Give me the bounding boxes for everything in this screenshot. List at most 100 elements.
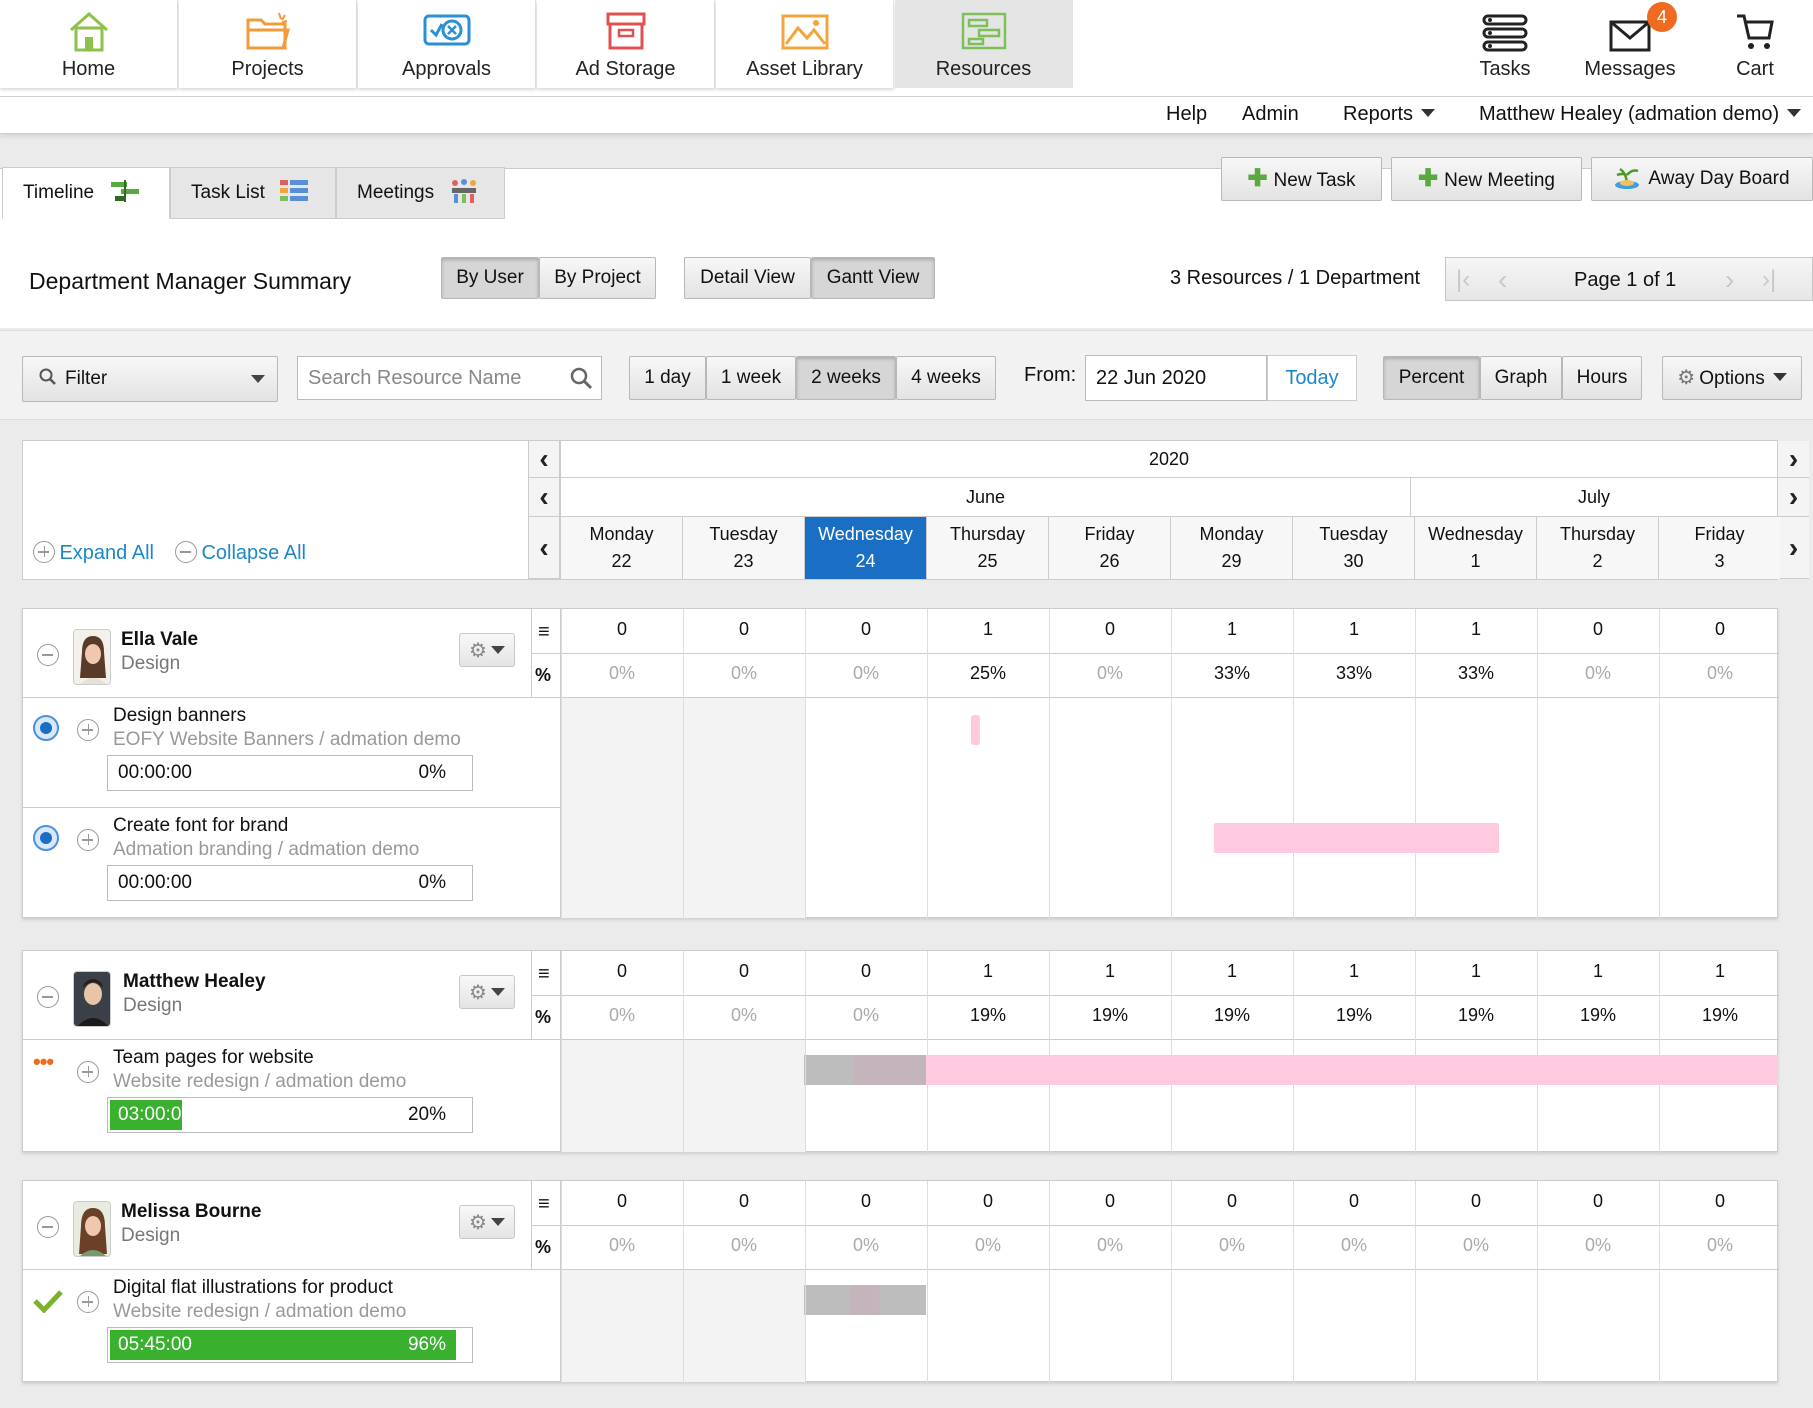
from-date-input[interactable] [1085, 355, 1267, 401]
task-percent: 96% [407, 1334, 446, 1355]
prev-month-button[interactable]: ‹ [528, 478, 560, 517]
task-name[interactable]: Team pages for website [113, 1047, 314, 1068]
expand-task-icon[interactable] [77, 829, 99, 851]
nav-tab-resources[interactable]: Resources [895, 0, 1073, 88]
gantt-bar[interactable] [804, 1055, 926, 1085]
nav-tasks-label: Tasks [1479, 58, 1531, 80]
from-label: From: [1024, 364, 1077, 386]
collapse-all-label: Collapse All [201, 542, 306, 564]
task-name[interactable]: Design banners [113, 705, 247, 726]
nav-tab-ad-storage[interactable]: Ad Storage [537, 0, 715, 88]
today-button[interactable]: Today [1267, 355, 1357, 401]
nav-tab-approvals[interactable]: Approvals [358, 0, 536, 88]
help-link[interactable]: Help [1166, 103, 1208, 125]
tab-task-list[interactable]: Task List [170, 167, 336, 219]
range-1-day-button[interactable]: 1 day [629, 356, 706, 400]
collapse-all-link[interactable]: Collapse All [175, 541, 306, 565]
row-menu-icon[interactable]: ≡ [538, 963, 550, 985]
nav-tasks[interactable]: Tasks [1460, 0, 1550, 88]
grid-line [805, 951, 806, 1153]
grid-line [1049, 1181, 1050, 1383]
filter-dropdown[interactable]: Filter [22, 356, 278, 402]
search-icon [39, 359, 57, 403]
range-1-week-button[interactable]: 1 week [706, 356, 796, 400]
checkmark-icon[interactable] [33, 1289, 63, 1313]
row-menu-icon[interactable]: ≡ [538, 1193, 550, 1215]
grid-line [1171, 609, 1172, 919]
range-4-weeks-button[interactable]: 4 weeks [896, 356, 996, 400]
tab-meetings[interactable]: Meetings [336, 167, 505, 219]
collapse-icon[interactable] [37, 1216, 59, 1238]
nav-tab-projects[interactable]: Projects [179, 0, 357, 88]
day-header[interactable]: Wednesday 1 [1414, 517, 1536, 579]
collapse-icon[interactable] [37, 644, 59, 666]
next-year-button[interactable]: › [1777, 441, 1809, 478]
user-menu[interactable]: Matthew Healey (admation demo) [1479, 103, 1802, 126]
task-name[interactable]: Create font for brand [113, 815, 289, 836]
nav-tab-asset-library[interactable]: Asset Library [716, 0, 894, 88]
options-dropdown[interactable]: ⚙ Options [1662, 356, 1802, 400]
day-header[interactable]: Wednesday 24 [804, 517, 926, 579]
by-project-button[interactable]: By Project [539, 257, 656, 299]
tab-timeline[interactable]: Timeline [2, 167, 170, 219]
admin-link[interactable]: Admin [1242, 103, 1299, 125]
gantt-bar[interactable] [1214, 823, 1499, 853]
expand-task-icon[interactable] [77, 1291, 99, 1313]
in-progress-icon[interactable]: ••• [33, 1049, 54, 1074]
percent-row-icon: % [535, 665, 552, 685]
search-resource-input[interactable] [297, 356, 602, 400]
day-header[interactable]: Thursday 2 [1536, 517, 1658, 579]
collapse-icon[interactable] [37, 986, 59, 1008]
day-header[interactable]: Tuesday 23 [682, 517, 804, 579]
resource-settings-button[interactable]: ⚙ [459, 1205, 515, 1239]
resource-settings-button[interactable]: ⚙ [459, 975, 515, 1009]
day-header[interactable]: Friday 3 [1658, 517, 1780, 579]
nav-tab-label: Home [61, 58, 116, 80]
prev-year-button[interactable]: ‹ [528, 441, 560, 478]
nav-tab-label: Resources [935, 58, 1032, 80]
day-number: 2 [1592, 551, 1603, 571]
day-header[interactable]: Monday 22 [560, 517, 682, 579]
next-day-button[interactable]: › [1777, 517, 1809, 579]
new-meeting-button[interactable]: ✚ New Meeting [1391, 157, 1582, 201]
next-month-button[interactable]: › [1777, 478, 1809, 517]
expand-all-link[interactable]: Expand All [33, 541, 154, 565]
graph-button[interactable]: Graph [1480, 356, 1562, 400]
prev-page-icon[interactable]: ‹ [1498, 264, 1508, 295]
hours-button[interactable]: Hours [1562, 356, 1642, 400]
search-icon[interactable] [569, 366, 593, 390]
gantt-view-button[interactable]: Gantt View [811, 257, 935, 299]
by-user-button[interactable]: By User [441, 257, 539, 299]
away-day-board-button[interactable]: Away Day Board [1591, 157, 1813, 201]
task-name[interactable]: Digital flat illustrations for product [113, 1277, 393, 1298]
day-header[interactable]: Monday 29 [1170, 517, 1292, 579]
nav-messages[interactable]: Messages 4 [1575, 0, 1685, 88]
reports-menu[interactable]: Reports [1343, 103, 1436, 126]
day-header[interactable]: Friday 26 [1048, 517, 1170, 579]
grid-line [561, 951, 562, 1153]
task-time: 00:00:00 [118, 762, 192, 783]
day-header[interactable]: Tuesday 30 [1292, 517, 1414, 579]
gantt-bar[interactable] [804, 1285, 926, 1315]
percent-button[interactable]: Percent [1383, 356, 1480, 400]
new-task-button[interactable]: ✚ New Task [1221, 157, 1382, 201]
expand-task-icon[interactable] [77, 719, 99, 741]
month-header-june: June [560, 478, 1410, 517]
gantt-bar[interactable] [971, 715, 980, 745]
next-page-icon[interactable]: › [1725, 264, 1735, 295]
gantt-bar[interactable] [926, 1055, 1778, 1085]
nav-tab-home[interactable]: Home [0, 0, 178, 88]
task-status-radio[interactable] [33, 825, 59, 851]
reports-label: Reports [1343, 103, 1414, 125]
first-page-icon[interactable]: |‹ [1456, 266, 1471, 293]
detail-view-button[interactable]: Detail View [684, 257, 811, 299]
day-header[interactable]: Thursday 25 [926, 517, 1048, 579]
resource-settings-button[interactable]: ⚙ [459, 633, 515, 667]
prev-day-button[interactable]: ‹ [528, 517, 560, 579]
nav-cart[interactable]: Cart [1710, 0, 1800, 88]
row-menu-icon[interactable]: ≡ [538, 621, 550, 643]
task-status-radio[interactable] [33, 715, 59, 741]
expand-task-icon[interactable] [77, 1061, 99, 1083]
range-2-weeks-button[interactable]: 2 weeks [796, 356, 896, 400]
last-page-icon[interactable]: ›| [1762, 266, 1777, 293]
